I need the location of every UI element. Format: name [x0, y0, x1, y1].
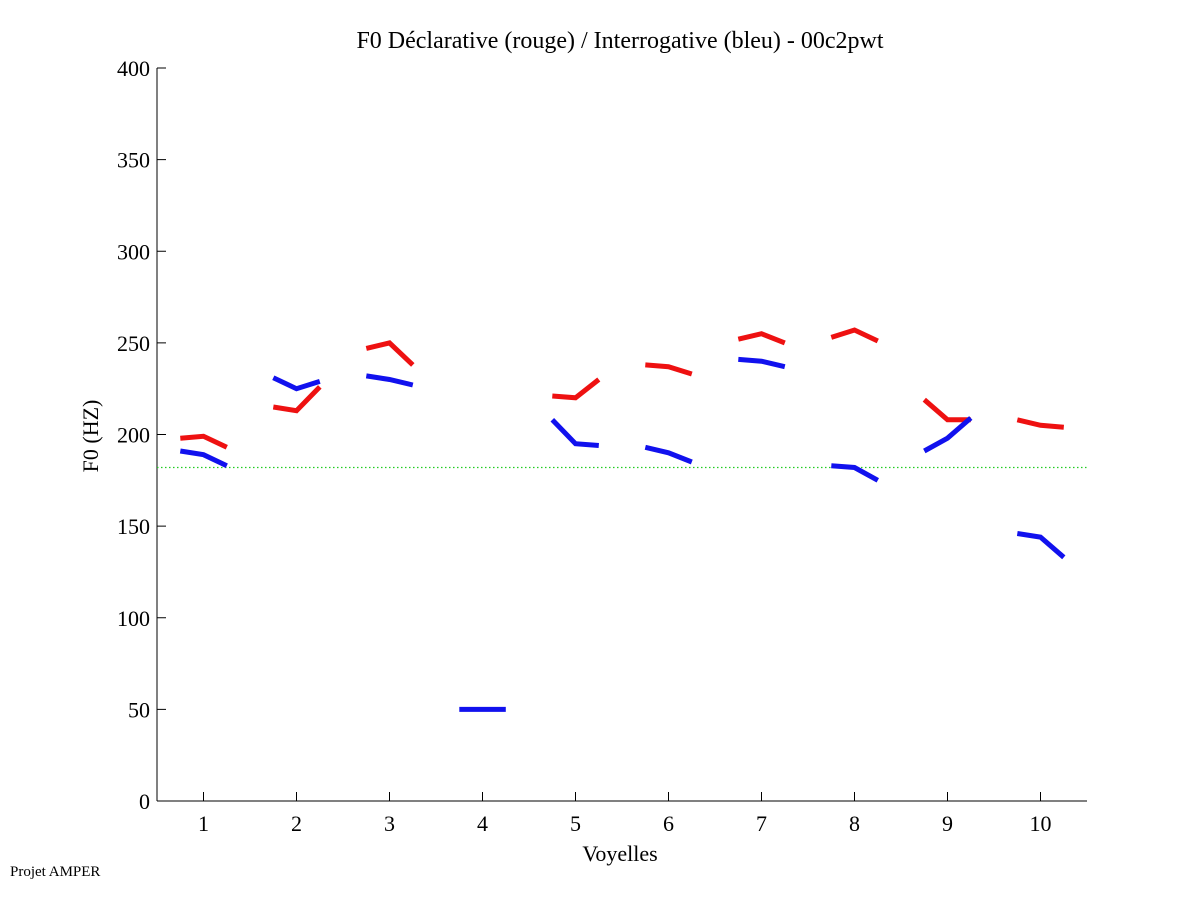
chart-title: F0 Déclarative (rouge) / Interrogative (… [356, 28, 883, 54]
dclarative-segment-vowel-10 [1016, 417, 1065, 430]
x-tick-label: 3 [384, 811, 395, 836]
y-tick-label: 150 [117, 514, 150, 539]
dclarative-segment-vowel-5 [552, 377, 601, 401]
y-tick-label: 200 [117, 423, 150, 448]
interrogative-segment-vowel-10 [1016, 531, 1066, 560]
x-tick-label: 5 [570, 811, 581, 836]
x-axis-label: Voyelles [582, 841, 657, 866]
x-tick-label: 7 [756, 811, 767, 836]
y-tick-label: 100 [117, 606, 150, 631]
y-tick-label: 250 [117, 331, 150, 356]
interrogative-segment-vowel-6 [644, 444, 693, 465]
footer-label: Projet AMPER [10, 864, 101, 880]
x-tick-label: 4 [477, 811, 488, 836]
dclarative-segment-vowel-6 [645, 362, 693, 377]
y-tick-label: 350 [117, 148, 150, 173]
dclarative-segment-vowel-8 [830, 327, 879, 344]
x-tick-label: 2 [291, 811, 302, 836]
y-tick-label: 400 [117, 56, 150, 81]
dclarative-segment-vowel-3 [365, 340, 415, 367]
interrogative-segment-vowel-1 [179, 448, 228, 468]
axes: 0 50 100 150 200 250 300 350 400 1 2 3 4 5 6 7 8 9 10 [117, 56, 1087, 836]
interrogative-segment-vowel-8 [831, 463, 880, 483]
y-tick-label: 300 [117, 239, 150, 264]
x-tick-label: 1 [198, 811, 209, 836]
dclarative-segment-vowel-9 [922, 397, 971, 423]
interrogative-segment-vowel-9 [923, 416, 973, 454]
interrogative-segment-vowel-7 [738, 356, 786, 370]
interrogative-segment-vowel-3 [365, 373, 414, 388]
y-axis-label: F0 (HZ) [78, 400, 103, 473]
dclarative-segment-vowel-7 [737, 331, 786, 346]
x-tick-label: 8 [849, 811, 860, 836]
interrogative-segment-vowel-2 [272, 375, 321, 392]
interrogative-segment-vowel-5 [550, 418, 599, 448]
x-tick-label: 6 [663, 811, 674, 836]
y-tick-label: 0 [139, 789, 150, 814]
dclarative-segment-vowel-1 [180, 433, 228, 450]
x-tick-label: 10 [1030, 811, 1052, 836]
x-tick-label: 9 [942, 811, 953, 836]
y-tick-label: 50 [128, 697, 150, 722]
series-group [179, 327, 1066, 712]
dclarative-segment-vowel-2 [272, 385, 322, 414]
